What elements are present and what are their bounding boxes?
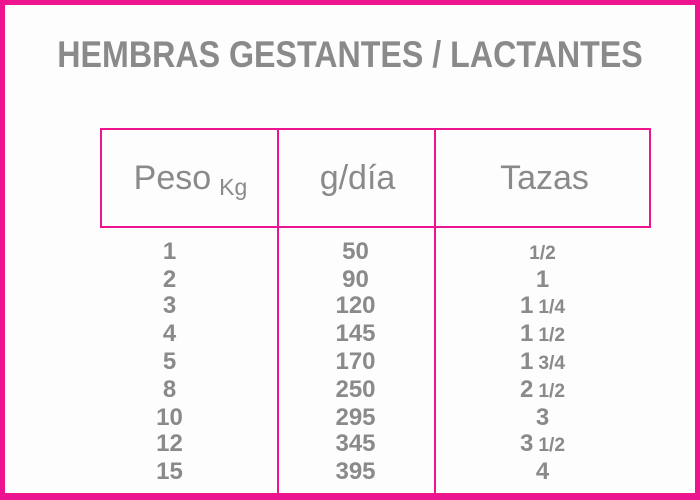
gdia-cell: 120 bbox=[335, 292, 376, 319]
column-divider bbox=[434, 128, 436, 493]
column-divider bbox=[277, 128, 279, 493]
peso-cell: 15 bbox=[156, 458, 183, 485]
tazas-whole: 2 bbox=[519, 376, 534, 403]
tazas-fraction: 1/4 bbox=[538, 297, 566, 318]
header-peso-label: Peso bbox=[133, 158, 212, 197]
tazas-cell: 1/2 bbox=[434, 239, 651, 267]
gdia-cell: 90 bbox=[342, 266, 369, 293]
tazas-whole: 3 bbox=[535, 404, 550, 431]
tazas-fraction: 1/2 bbox=[538, 381, 566, 402]
tazas-cell: 1 1/4 bbox=[434, 293, 651, 321]
gdia-cell: 50 bbox=[342, 238, 369, 265]
tazas-cell: 3 1/2 bbox=[434, 431, 651, 459]
gdia-cell: 145 bbox=[335, 320, 376, 347]
tazas-whole: 1 bbox=[535, 266, 550, 293]
tazas-cell: 2 1/2 bbox=[434, 377, 651, 405]
tazas-whole: 3 bbox=[519, 430, 534, 457]
table-row: 8 250 2 1/2 bbox=[100, 377, 651, 405]
gdia-cell: 170 bbox=[335, 348, 376, 375]
tazas-whole: 4 bbox=[535, 458, 550, 485]
table-row: 4 145 1 1/2 bbox=[100, 321, 651, 349]
peso-cell: 2 bbox=[162, 266, 177, 293]
peso-cell: 10 bbox=[156, 404, 183, 431]
tazas-fraction: 3/4 bbox=[538, 353, 566, 374]
tazas-fraction: 1/2 bbox=[538, 435, 566, 456]
gdia-cell: 250 bbox=[335, 376, 376, 403]
tazas-whole: 1 bbox=[519, 320, 534, 347]
table-row: 2 90 1 bbox=[100, 267, 651, 293]
table-row: 3 120 1 1/4 bbox=[100, 293, 651, 321]
tazas-cell: 1 bbox=[434, 267, 651, 293]
peso-cell: 5 bbox=[162, 348, 177, 375]
gdia-cell: 345 bbox=[335, 430, 376, 457]
peso-cell: 4 bbox=[162, 320, 177, 347]
table-header-row: Peso Kg g/día Tazas bbox=[100, 128, 651, 228]
peso-cell: 12 bbox=[156, 430, 183, 457]
tazas-cell: 1 1/2 bbox=[434, 321, 651, 349]
tazas-whole: 1 bbox=[519, 292, 534, 319]
table-row: 1 50 1/2 bbox=[100, 239, 651, 267]
gdia-cell: 395 bbox=[335, 458, 376, 485]
tazas-cell: 1 3/4 bbox=[434, 349, 651, 377]
table-row: 5 170 1 3/4 bbox=[100, 349, 651, 377]
tazas-cell: 4 bbox=[434, 459, 651, 485]
table-body: 1 50 1/2 2 90 1 3 120 1 1/4 4 145 1 1/2 5 bbox=[100, 228, 651, 485]
tazas-fraction: 1/2 bbox=[529, 243, 556, 264]
peso-cell: 1 bbox=[162, 238, 177, 265]
page-title: HEMBRAS GESTANTES / LACTANTES bbox=[57, 34, 643, 75]
tazas-whole: 1 bbox=[519, 348, 534, 375]
table-row: 15 395 4 bbox=[100, 459, 651, 485]
tazas-cell: 3 bbox=[434, 405, 651, 431]
table-row: 12 345 3 1/2 bbox=[100, 431, 651, 459]
feeding-table: Peso Kg g/día Tazas 1 50 1/2 2 90 1 3 12… bbox=[100, 128, 651, 493]
peso-cell: 3 bbox=[162, 292, 177, 319]
header-gdia: g/día bbox=[319, 158, 396, 197]
header-tazas: Tazas bbox=[500, 158, 589, 197]
header-peso: Peso Kg bbox=[102, 130, 279, 226]
peso-cell: 8 bbox=[162, 376, 177, 403]
tazas-fraction: 1/2 bbox=[538, 325, 566, 346]
header-peso-unit: Kg bbox=[219, 173, 248, 200]
table-row: 10 295 3 bbox=[100, 405, 651, 431]
gdia-cell: 295 bbox=[335, 404, 376, 431]
